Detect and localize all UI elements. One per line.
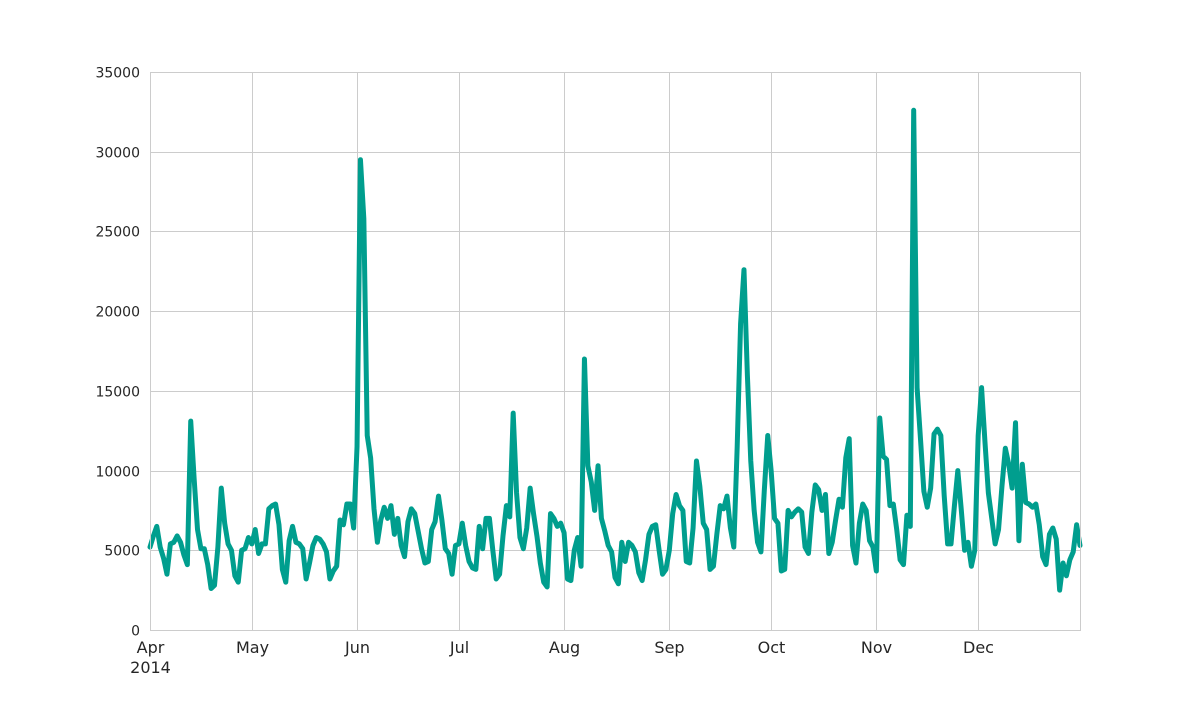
x-tick-label: Dec — [963, 638, 994, 657]
x-tick-label: Nov — [861, 638, 892, 657]
y-tick-label: 10000 — [95, 465, 140, 481]
x-tick-label: Aug — [549, 638, 580, 657]
x-tick-label: Jun — [344, 638, 370, 657]
y-tick-label: 30000 — [95, 146, 140, 162]
y-tick-label: 35000 — [95, 66, 140, 82]
x-tick-label: Jul — [449, 638, 469, 657]
series-layer — [147, 107, 1083, 593]
x-tick-label: Sep — [654, 638, 684, 657]
series-line — [147, 107, 1083, 593]
x-tick-label: Oct — [758, 638, 786, 657]
y-tick-label: 15000 — [95, 385, 140, 401]
y-tick-label: 20000 — [95, 305, 140, 321]
y-tick-label: 0 — [131, 624, 140, 640]
y-tick-label: 25000 — [95, 225, 140, 241]
plot-frame — [150, 72, 1081, 631]
x-tick-label: Apr — [137, 638, 165, 657]
y-axis-tick-labels: 0 5000 10000 15000 20000 25000 30000 35000 — [95, 66, 140, 640]
x-tick-year-label: 2014 — [130, 658, 171, 677]
x-tick-label: May — [236, 638, 269, 657]
y-tick-label: 5000 — [104, 544, 140, 560]
